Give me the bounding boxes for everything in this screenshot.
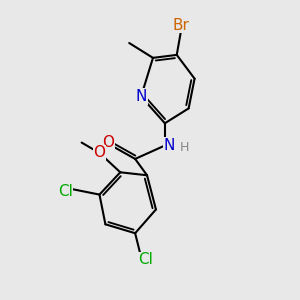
Text: O: O	[102, 135, 114, 150]
Text: N: N	[135, 89, 147, 104]
Text: Cl: Cl	[58, 184, 73, 199]
Text: N: N	[164, 138, 175, 153]
Text: Br: Br	[173, 18, 190, 33]
Text: Cl: Cl	[138, 253, 153, 268]
Text: H: H	[180, 140, 189, 154]
Text: O: O	[94, 146, 106, 160]
